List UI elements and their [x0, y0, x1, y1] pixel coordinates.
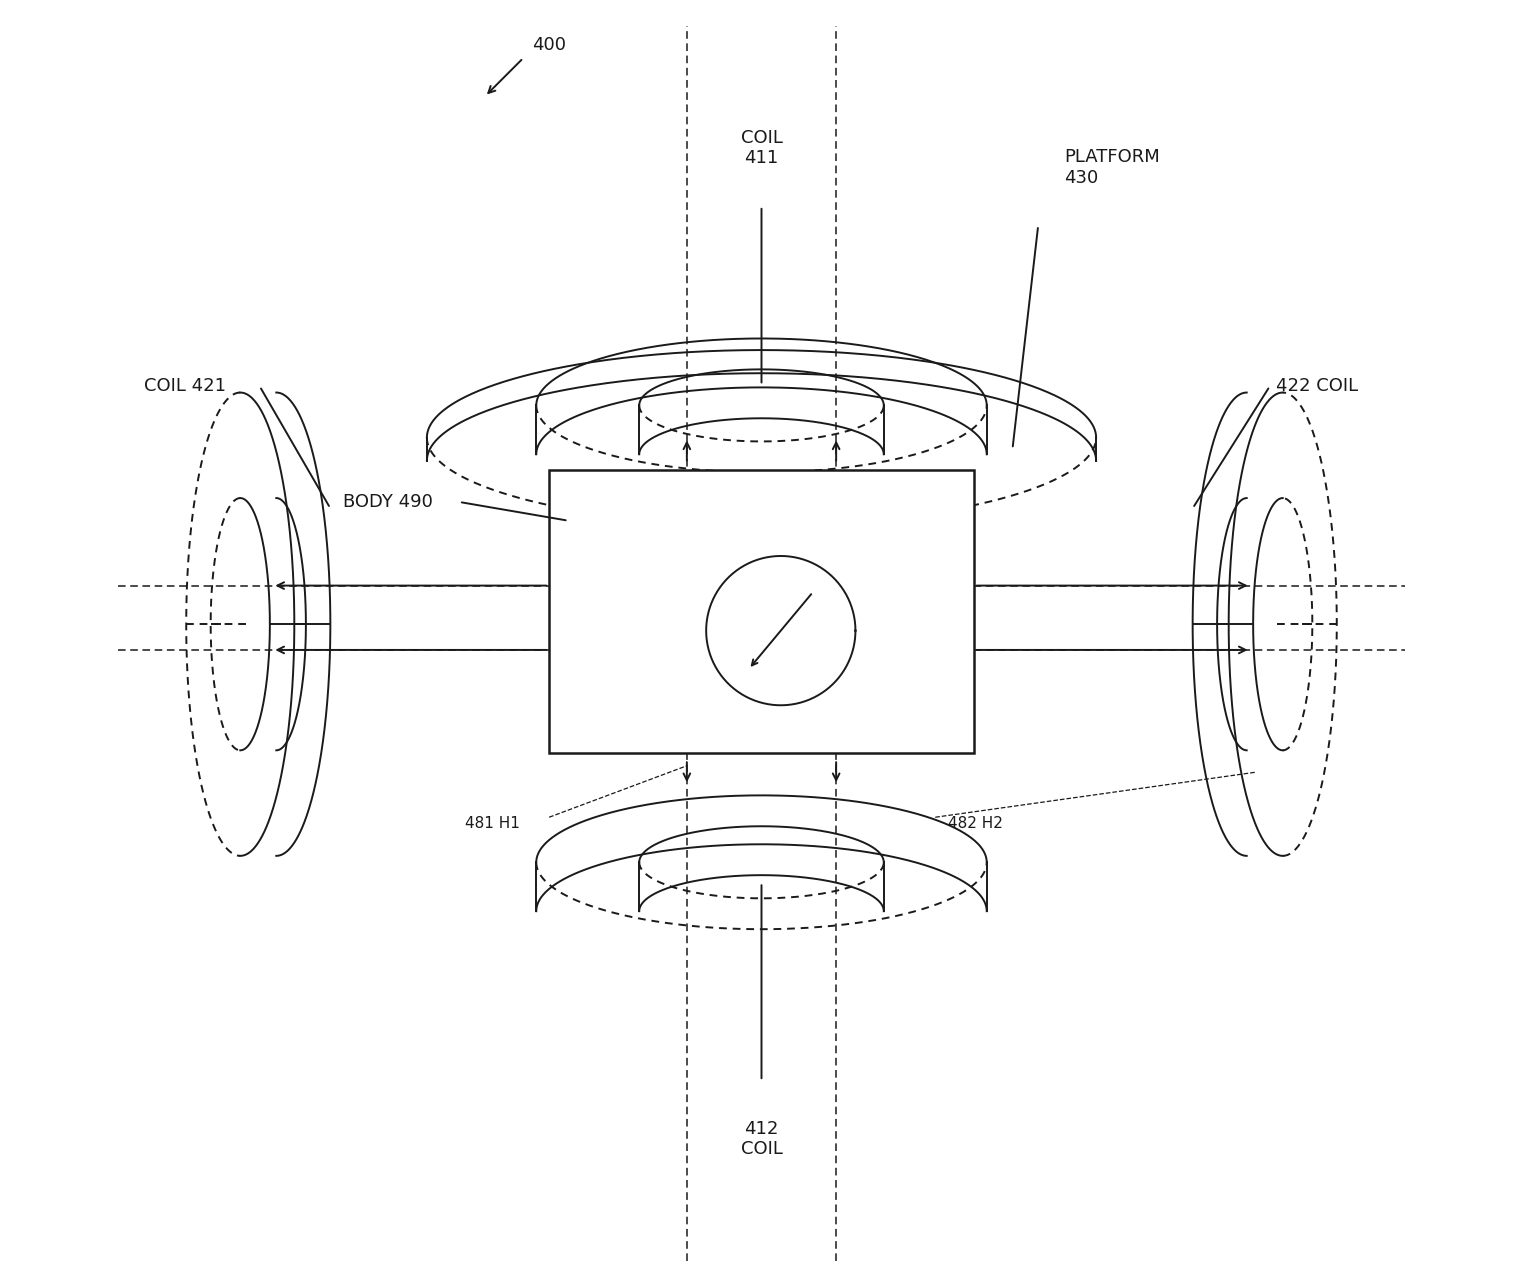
- Text: 400: 400: [532, 36, 567, 54]
- Text: COIL 421: COIL 421: [143, 377, 225, 395]
- Text: COIL
411: COIL 411: [740, 129, 783, 167]
- Bar: [550, 470, 973, 753]
- Text: 482 H2: 482 H2: [949, 816, 1004, 831]
- Text: 422 COIL: 422 COIL: [1276, 377, 1359, 395]
- Text: PLATFORM
430: PLATFORM 430: [1065, 148, 1159, 187]
- Text: 481 H1: 481 H1: [466, 816, 521, 831]
- Text: BODY 490: BODY 490: [343, 493, 433, 511]
- Text: 412
COIL: 412 COIL: [740, 1120, 783, 1158]
